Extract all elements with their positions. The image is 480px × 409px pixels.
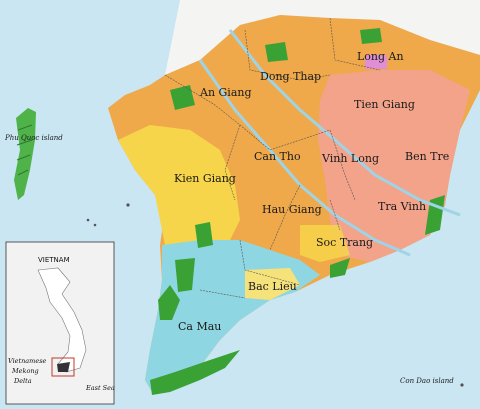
label-hau-giang: Hau Giang bbox=[262, 203, 322, 216]
forest-ca-mau-west bbox=[158, 285, 180, 320]
forest-long-an bbox=[360, 28, 382, 44]
inset-map: VIETNAM Vietnamese Mekong Delta East Sea bbox=[5, 241, 115, 405]
label-con-dao: Con Dao island bbox=[400, 377, 454, 385]
kien-giang-yellow bbox=[118, 125, 240, 250]
small-island bbox=[86, 218, 90, 222]
inset-frame bbox=[5, 241, 115, 405]
small-island bbox=[126, 203, 130, 207]
small-island bbox=[460, 383, 464, 387]
label-kien-giang: Kien Giang bbox=[174, 172, 236, 185]
inset-title: VIETNAM bbox=[38, 256, 70, 264]
north-land bbox=[165, 0, 480, 75]
inset-delta-fill bbox=[57, 362, 70, 372]
inset-vietnam-shape bbox=[37, 267, 87, 373]
forest-soc-trang bbox=[330, 258, 350, 278]
label-long-an: Long An bbox=[357, 50, 404, 63]
label-tra-vinh: Tra Vinh bbox=[378, 200, 426, 213]
inset-sea-label: East Sea bbox=[85, 384, 115, 392]
river-mekong bbox=[228, 29, 461, 217]
label-phu-quoc: Phu Quoc island bbox=[4, 134, 63, 142]
label-vinh-long: Vinh Long bbox=[321, 152, 379, 165]
label-ben-tre: Ben Tre bbox=[405, 150, 449, 163]
small-island bbox=[93, 223, 97, 227]
label-can-tho: Can Tho bbox=[254, 150, 301, 163]
inset-region-label-2: Mekong bbox=[11, 367, 39, 375]
label-dong-thap: Dong Thap bbox=[260, 70, 321, 83]
inset-delta-box bbox=[51, 357, 75, 377]
label-tien-giang: Tien Giang bbox=[354, 98, 415, 111]
label-bac-lieu: Bac Lieu bbox=[248, 280, 297, 293]
soc-trang-yellow bbox=[300, 225, 350, 262]
inset-region-label-1: Vietnamese bbox=[8, 357, 47, 365]
label-ca-mau: Ca Mau bbox=[178, 320, 221, 333]
forest-dong-thap bbox=[265, 42, 288, 62]
label-soc-trang: Soc Trang bbox=[316, 236, 373, 249]
phu-quoc-island-stripes bbox=[16, 124, 33, 176]
forest-ca-mau-south bbox=[150, 350, 240, 395]
forest-ut-minh bbox=[175, 258, 195, 292]
province-boundaries bbox=[164, 17, 381, 299]
bac-lieu-yellow bbox=[245, 268, 300, 300]
urban-pink bbox=[365, 55, 387, 69]
forest-an-giang bbox=[170, 85, 195, 110]
forest-kien-giang bbox=[195, 222, 213, 248]
inset-region-label-3: Delta bbox=[13, 377, 32, 385]
label-an-giang: An Giang bbox=[199, 86, 252, 99]
phu-quoc-island bbox=[14, 108, 36, 200]
